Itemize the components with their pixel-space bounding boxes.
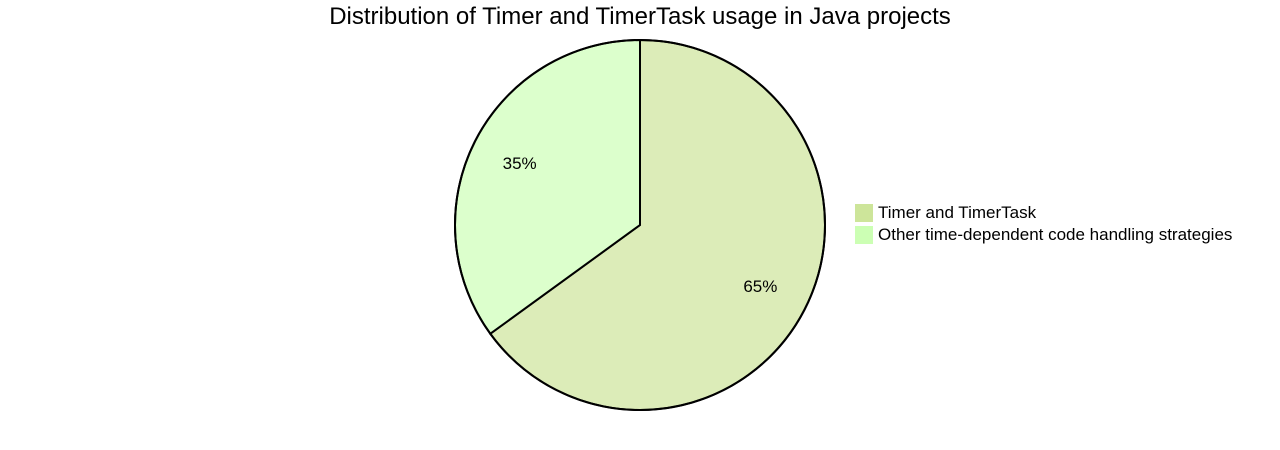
pie-outline	[454, 39, 826, 411]
legend-swatch	[855, 204, 873, 222]
legend-item-2: Other time-dependent code handling strat…	[855, 224, 1232, 246]
legend-label: Timer and TimerTask	[878, 203, 1037, 222]
chart-legend: Timer and TimerTask Other time-dependent …	[855, 202, 1232, 246]
pie-slice-label-2: 35%	[503, 154, 537, 173]
legend-item-1: Timer and TimerTask	[855, 202, 1232, 224]
legend-label: Other time-dependent code handling strat…	[878, 225, 1233, 244]
legend-swatch	[855, 226, 873, 244]
pie-slice-label-1: 65%	[743, 277, 777, 296]
pie-slice-labels: 65% 35%	[503, 154, 778, 296]
chart-title: Distribution of Timer and TimerTask usag…	[329, 3, 951, 30]
pie-slices	[454, 38, 826, 411]
